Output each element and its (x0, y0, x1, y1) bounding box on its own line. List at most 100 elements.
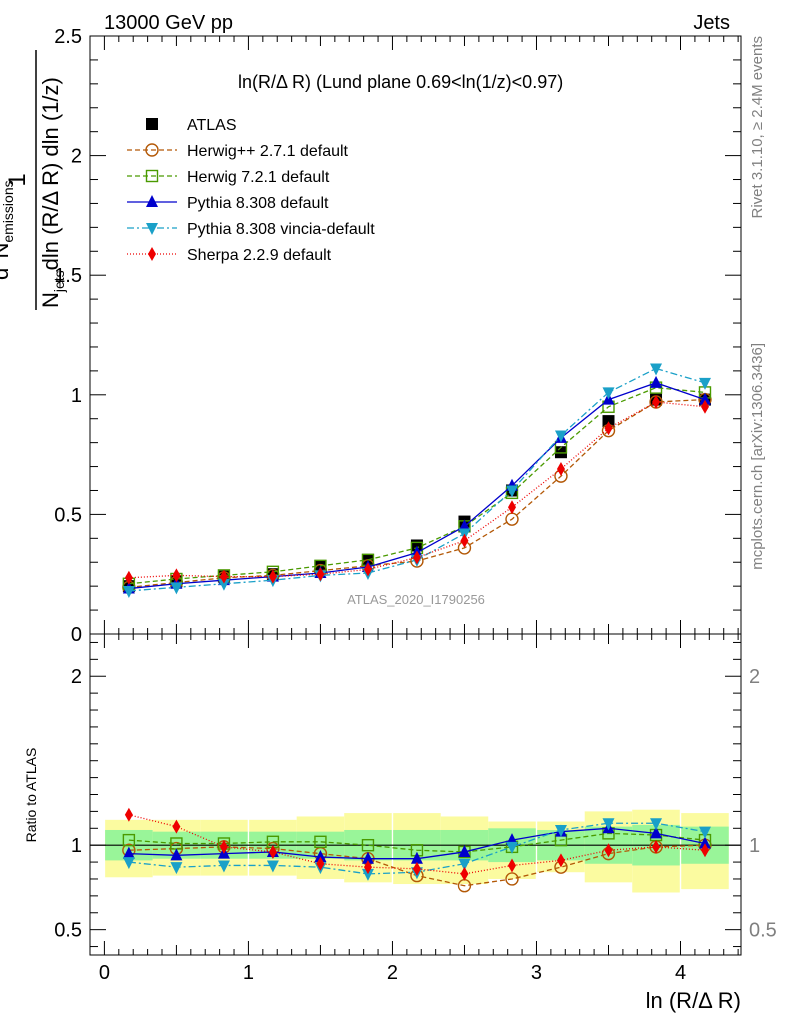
ratio-y-tick-label-right: 0.5 (749, 920, 777, 942)
data-point-s4-10 (602, 387, 615, 400)
ratio-point-s3-8 (505, 841, 518, 854)
main-y-tick-label: 1.5 (54, 265, 82, 287)
x-axis-label: ln (R/Δ R) (646, 988, 741, 1013)
data-point-s5-3 (268, 569, 277, 584)
legend-label-3: Pythia 8.308 default (187, 195, 329, 212)
ratio-point-s2-11 (650, 826, 663, 839)
main-y-tick-label: 2.5 (54, 26, 82, 48)
ratio-point-s3-5 (361, 868, 374, 881)
legend-marker-1 (145, 143, 159, 157)
data-point-s3-12 (698, 392, 711, 405)
ratio-point-s4-6 (412, 861, 421, 876)
ratio-point-s3-11 (650, 818, 663, 831)
data-point-s5-4 (316, 567, 325, 582)
ratio-point-s3-0 (122, 857, 135, 870)
data-point-s4-12 (698, 377, 711, 390)
data-point-s0-9 (554, 446, 567, 459)
main-y-tick-label: 0.5 (54, 504, 82, 526)
main-y-tick-label: 1 (71, 385, 82, 407)
data-point-s0-10 (602, 415, 615, 428)
data-point-s4-1 (170, 582, 183, 595)
y-label-power: 2 (0, 261, 2, 268)
ratio-y-tick-label: 2 (71, 666, 82, 688)
x-tick-label: 3 (531, 962, 542, 984)
ratio-y-tick-label: 0.5 (54, 920, 82, 942)
data-point-s5-6 (412, 550, 421, 565)
legend-label-0: ATLAS (187, 117, 237, 134)
ratio-y-label: Ratio to ATLAS (23, 748, 39, 843)
ratio-y-tick-label-right: 1 (749, 835, 760, 857)
ratio-point-s4-7 (460, 866, 469, 881)
ratio-point-s3-7 (458, 858, 471, 871)
data-point-s5-7 (460, 533, 469, 548)
ratio-point-s2-5 (361, 851, 374, 864)
data-point-s5-9 (556, 461, 565, 476)
ratio-point-s0-8 (505, 872, 519, 886)
ratio-point-s2-7 (458, 844, 471, 857)
data-point-s5-10 (604, 421, 613, 436)
legend-marker-0 (146, 118, 158, 130)
ratio-point-s2-1 (170, 848, 183, 861)
legend: ATLAS Herwig++ 2.7.1 default Herwig 7.2.1 … (127, 117, 375, 264)
data-point-s4-0 (122, 585, 135, 598)
ratio-point-s3-3 (266, 860, 279, 873)
legend-label-2: Herwig 7.2.1 default (187, 169, 330, 186)
data-point-s4-2 (217, 578, 230, 591)
ratio-point-s1-0 (122, 833, 136, 847)
data-point-s3-11 (650, 375, 663, 388)
x-tick-label: 2 (387, 962, 398, 984)
data-point-s4-11 (650, 363, 663, 376)
mcplots-reference-text: mcplots.cern.ch [arXiv:1306.3436] (749, 343, 766, 570)
ratio-point-s3-1 (170, 862, 183, 875)
ratio-point-s4-3 (268, 844, 277, 859)
legend-label-4: Pythia 8.308 vincia-default (187, 221, 375, 238)
ratio-y-tick-label: 1 (71, 835, 82, 857)
rivet-version-text: Rivet 3.1.10, ≥ 2.4M events (749, 36, 766, 219)
ratio-point-s4-9 (556, 853, 565, 868)
main-series-layer (122, 363, 712, 598)
ratio-point-s1-4 (314, 835, 327, 849)
ratio-point-s4-8 (507, 858, 516, 873)
ratio-point-s4-4 (316, 856, 325, 871)
data-point-s5-11 (652, 394, 661, 409)
ratio-point-s2-6 (410, 851, 423, 864)
ratio-point-s1-5 (361, 838, 375, 852)
ratio-point-s2-0 (122, 846, 135, 859)
y-label-jets-subscript: jets (51, 270, 67, 293)
y-label-d: d (0, 268, 13, 280)
ratio-point-s4-11 (652, 839, 661, 854)
ratio-point-s4-1 (172, 819, 181, 834)
ratio-point-s3-9 (554, 824, 567, 837)
data-point-s3-7 (458, 519, 471, 532)
x-tick-label: 0 (99, 962, 110, 984)
ratio-axes: 0 1 2 3 4 0.5 0.5 1 1 2 2 (54, 633, 777, 984)
x-tick-label: 4 (675, 962, 686, 984)
chart-title: ln(R/Δ R) (Lund plane 0.69<ln(1/z)<0.97) (238, 72, 563, 92)
ratio-point-s4-0 (124, 807, 133, 822)
data-point-s5-2 (219, 569, 228, 584)
ratio-panel (90, 809, 741, 893)
ratio-point-s3-2 (217, 860, 230, 873)
legend-marker-4 (146, 223, 158, 235)
y-label-Nemis: N (0, 243, 13, 259)
ratio-point-s2-4 (314, 850, 327, 863)
ratio-point-s3-10 (602, 818, 615, 831)
ratio-y-tick-label-right: 2 (749, 666, 760, 688)
y-label-denominator: Njetsdln (R/Δ R) dln (1/z) (38, 77, 67, 308)
legend-label-5: Sherpa 2.2.9 default (187, 247, 332, 264)
ratio-point-s2-12 (698, 836, 711, 849)
y-label-rest: dln (R/Δ R) dln (1/z) (38, 77, 63, 270)
main-y-tick-label: 2 (71, 146, 82, 168)
main-y-tick-label: 0 (71, 624, 82, 646)
data-point-s5-1 (172, 568, 181, 583)
y-label-numerator-one: 1 (4, 173, 31, 186)
data-point-s5-8 (507, 500, 516, 515)
ratio-point-s4-12 (700, 843, 709, 858)
legend-marker-3 (146, 195, 158, 207)
y-label-numerator: d2 Nemissions (0, 180, 16, 280)
data-point-s4-8 (505, 485, 518, 498)
legend-marker-2 (145, 169, 159, 183)
analysis-watermark: ATLAS_2020_I1790256 (347, 592, 485, 607)
y-label-N: N (38, 292, 63, 308)
